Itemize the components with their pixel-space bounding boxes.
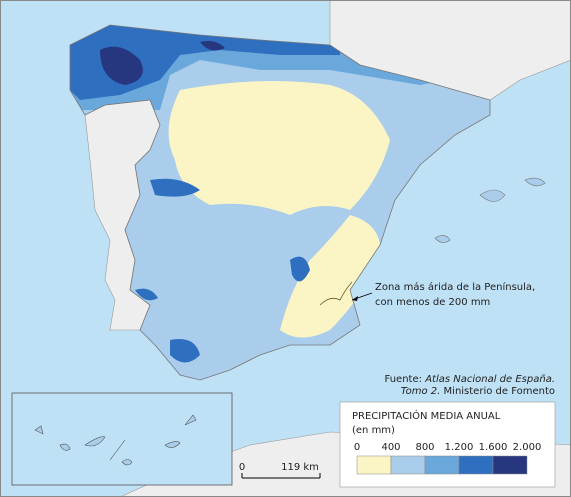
- legend-break-label: 1.200: [445, 442, 474, 453]
- scale-end: 119 km: [281, 462, 319, 473]
- canary-islands: [34, 414, 197, 466]
- legend-break-label: 400: [381, 442, 400, 453]
- legend-swatch: [492, 455, 528, 475]
- arid-zone-line: [319, 281, 353, 306]
- legend-swatch: [356, 455, 392, 475]
- zone-under-400: [168, 81, 390, 215]
- scale-start: 0: [239, 462, 245, 473]
- source-work: Atlas Nacional de España.: [424, 374, 555, 385]
- legend-unit: (en mm): [352, 425, 395, 436]
- legend-swatch: [424, 455, 460, 475]
- legend-swatch: [458, 455, 494, 475]
- balearic-islands: [434, 177, 546, 243]
- annotation-arrow-head: [352, 296, 358, 301]
- legend-break-label: 1.600: [479, 442, 508, 453]
- source-line: Fuente: Atlas Nacional de España.: [385, 374, 555, 385]
- legend-break-label: 0: [354, 442, 360, 453]
- legend-swatch: [390, 455, 426, 475]
- annotation-line: con menos de 200 mm: [375, 297, 490, 308]
- legend-scale: 0 400 800 1.200 1.600 2.000: [354, 442, 542, 475]
- zone-under-400-se: [280, 215, 381, 338]
- source-volume: Tomo 2.: [401, 386, 441, 397]
- zone-over-1600: [100, 40, 225, 85]
- source-prefix: Fuente:: [385, 374, 422, 385]
- legend-break-label: 2.000: [513, 442, 542, 453]
- canary-inset: [11, 392, 233, 486]
- source-publisher: Ministerio de Fomento: [444, 386, 555, 397]
- legend-title: PRECIPITACIÓN MEDIA ANUAL: [352, 409, 501, 422]
- inset-divider: [109, 439, 126, 461]
- legend-break-label: 800: [415, 442, 434, 453]
- source-line: Tomo 2. Ministerio de Fomento: [401, 386, 555, 397]
- spain-outline: [69, 24, 491, 381]
- annotation-line: Zona más árida de la Península,: [375, 281, 535, 293]
